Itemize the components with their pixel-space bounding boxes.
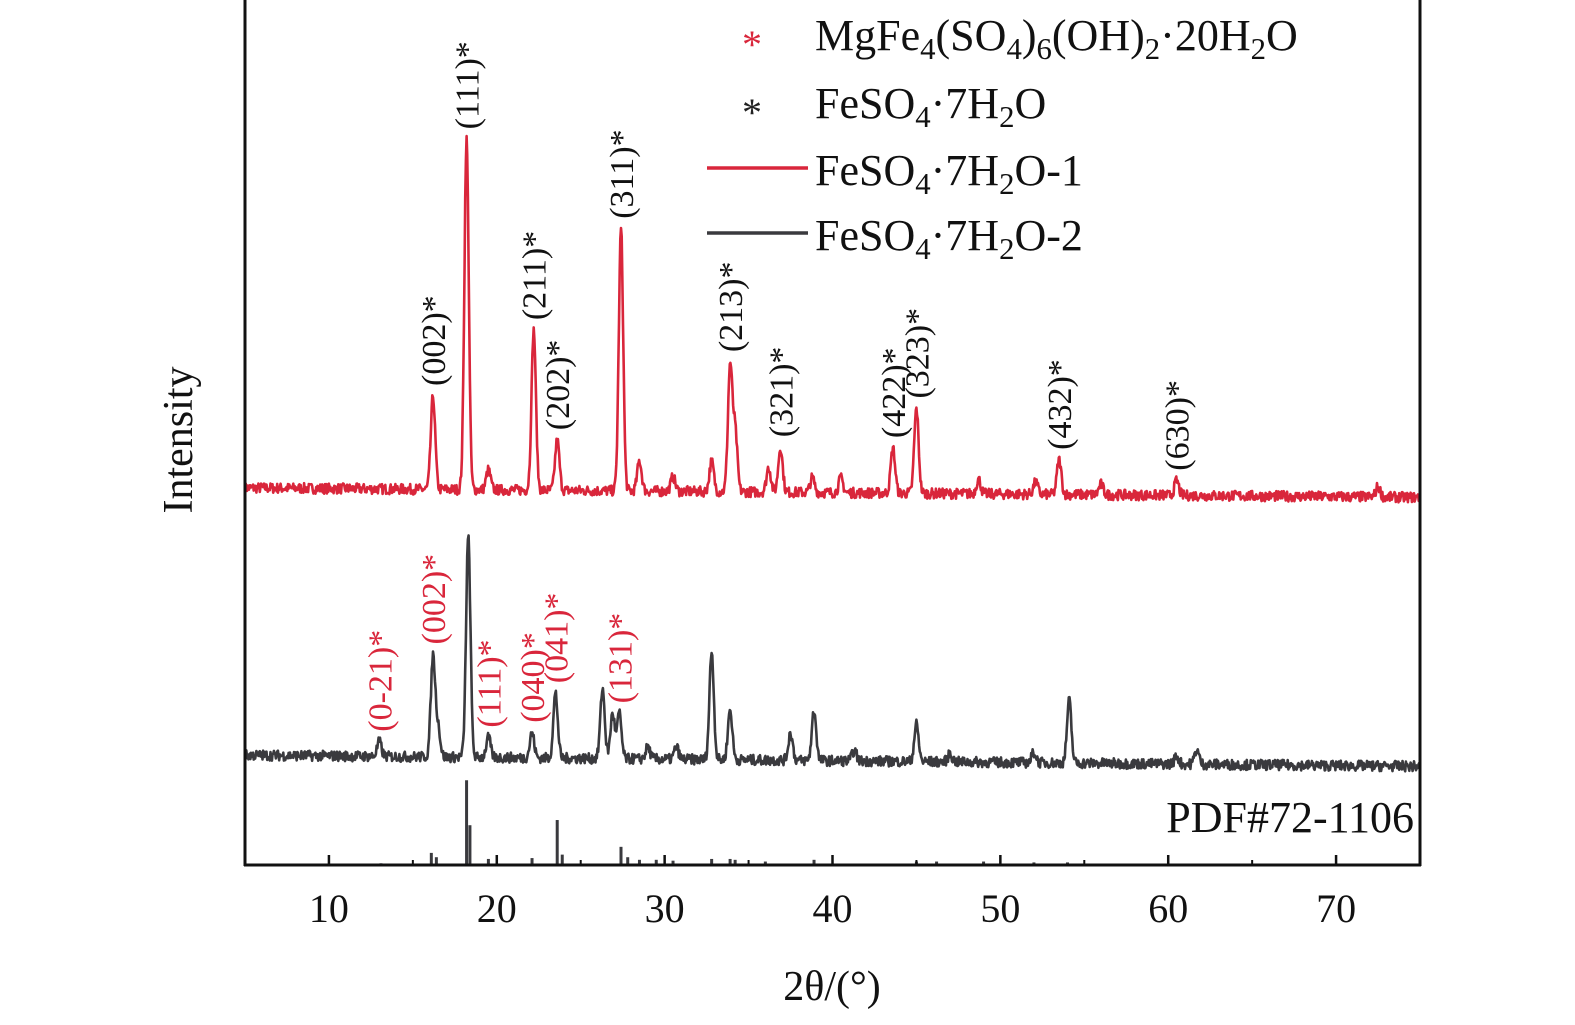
x-ticks: 10 20 30 40 50 60 70	[244, 855, 1421, 931]
peak-label: (432)*	[1042, 359, 1079, 450]
asterisk-marker-icon: *	[742, 22, 762, 67]
x-tick-label: 70	[1316, 886, 1356, 931]
x-tick-label: 50	[980, 886, 1020, 931]
peak-label: (211)*	[517, 231, 554, 320]
peak-label: (002)*	[416, 554, 453, 645]
legend-label: FeSO4·7H2O	[815, 79, 1046, 134]
y-axis-title: Intensity	[156, 367, 202, 514]
axes	[243, 0, 1422, 867]
asterisk-marker-icon: *	[742, 90, 762, 135]
legend-label: FeSO4·7H2O-1	[815, 146, 1083, 201]
reference-label: PDF#72-1106	[1166, 793, 1414, 842]
peak-label: (323)*	[899, 308, 936, 399]
legend-label: MgFe4(SO4)6(OH)2·20H2O	[815, 11, 1298, 66]
peak-label: (630)*	[1160, 380, 1197, 471]
peak-label: (041)*	[539, 593, 576, 684]
x-axis-title: 2θ/(°)	[783, 964, 881, 1010]
legend-label: FeSO4·7H2O-2	[815, 211, 1083, 266]
peak-label: (002)*	[416, 295, 453, 386]
peak-label: (422)*	[876, 347, 913, 438]
x-tick-label: 40	[813, 886, 853, 931]
plot-area: (002)* (111)* (211)* (202)* (311)* (213)* (321…	[243, 41, 1421, 865]
series-line-2	[243, 534, 1421, 773]
x-tick-label: 30	[645, 886, 685, 931]
x-tick-label: 10	[309, 886, 349, 931]
legend: * MgFe4(SO4)6(OH)2·20H2O * FeSO4·7H2O FeSO4·…	[707, 11, 1298, 266]
peak-label: (202)*	[540, 340, 577, 431]
peak-label: (111)*	[471, 639, 508, 727]
peak-label: (0-21)*	[362, 630, 399, 732]
peak-label: (213)*	[713, 261, 750, 352]
x-tick-label: 60	[1148, 886, 1188, 931]
x-tick-label: 20	[477, 886, 517, 931]
peak-label: (131)*	[602, 613, 639, 704]
peak-label: (111)*	[450, 41, 487, 129]
peak-label: (311)*	[604, 129, 641, 218]
peak-label: (321)*	[763, 347, 800, 438]
series-line-1	[243, 134, 1421, 504]
peak-label: (040)*	[515, 632, 552, 723]
